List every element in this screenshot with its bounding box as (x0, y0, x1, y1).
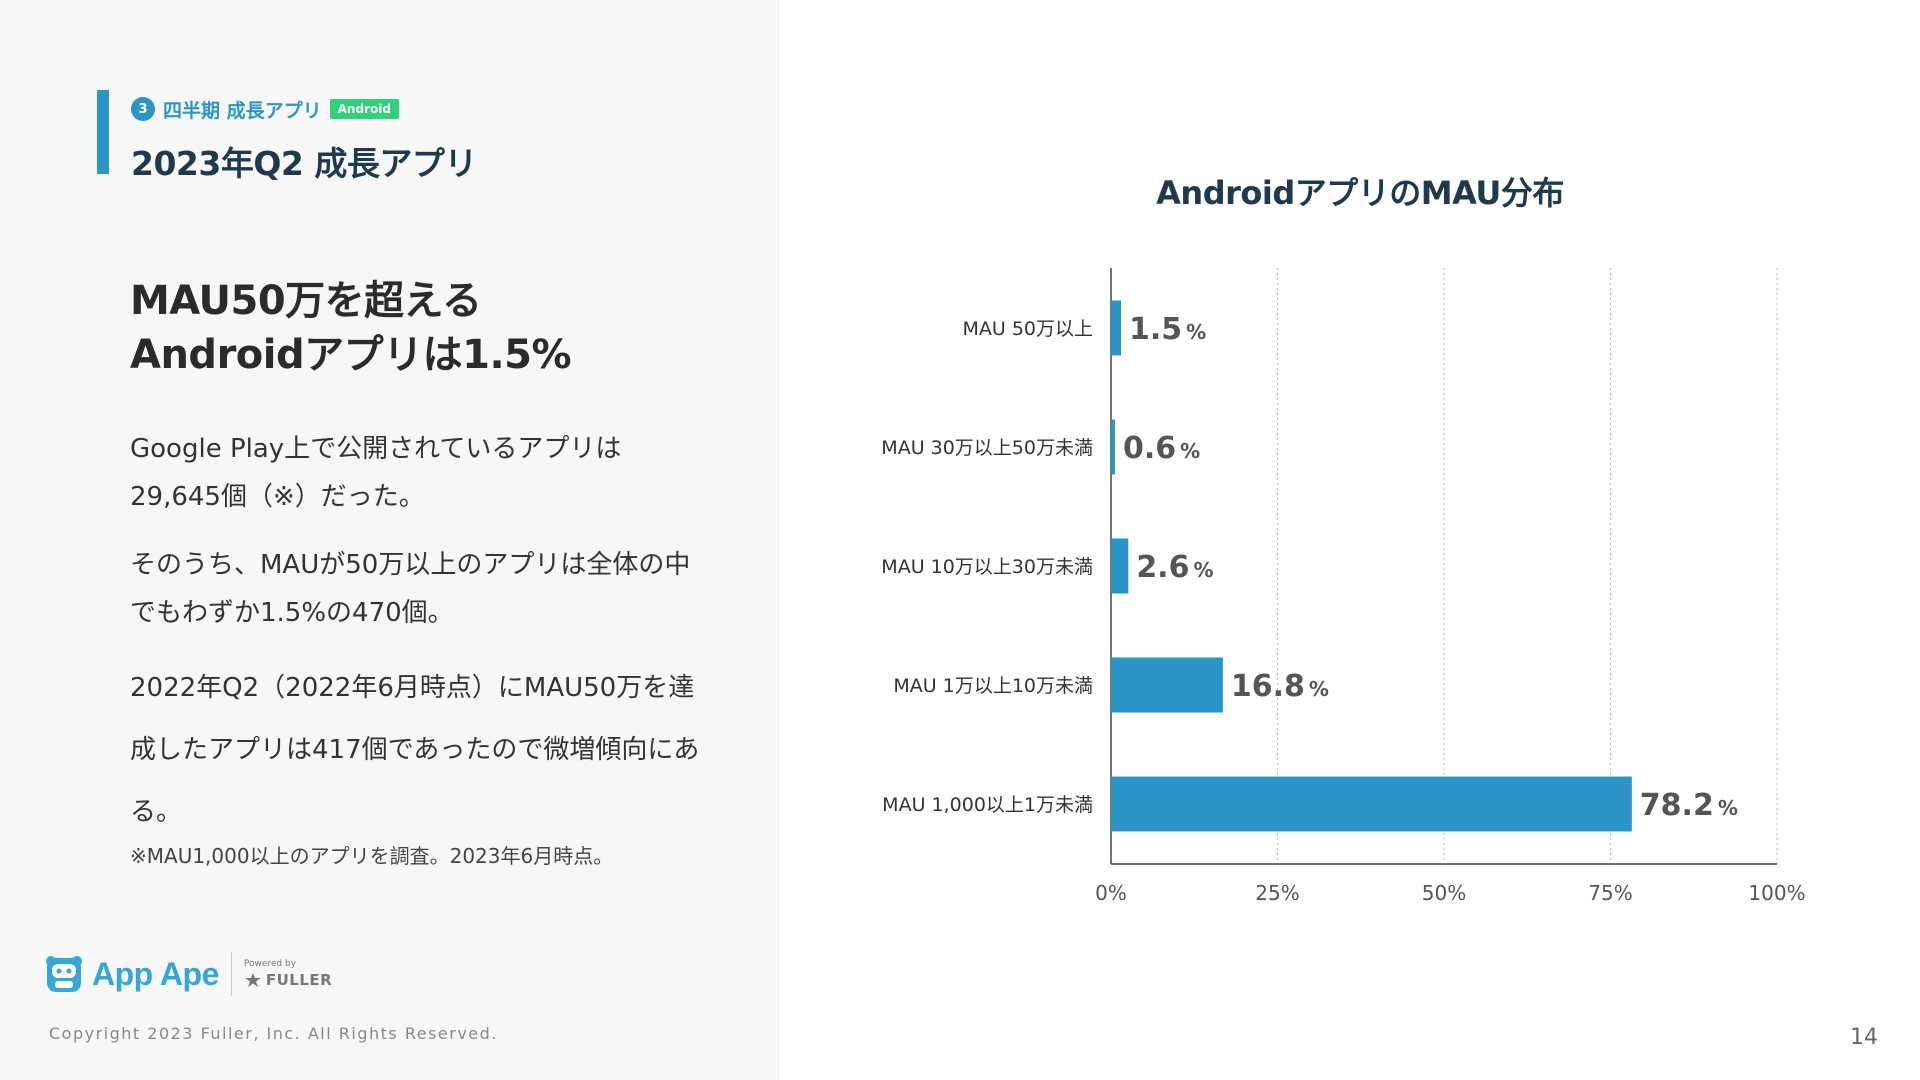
value-label-0: 1.5% (1129, 312, 1206, 347)
paragraph-total-apps: Google Play上で公開されているアプリは29,645個（※）だった。 (130, 434, 622, 512)
fuller-logo: FULLER (244, 971, 332, 989)
brand-name: App Ape (92, 955, 219, 992)
footnote: ※MAU1,000以上のアプリを調査。2023年6月時点。 (130, 844, 614, 868)
bar-2 (1111, 538, 1129, 594)
section-label: 四半期 成長アプリ (163, 99, 322, 122)
platform-badge: Android (329, 99, 399, 119)
powered-by-label: Powered by (243, 959, 297, 969)
chart-title: AndroidアプリのMAU分布 (1156, 174, 1564, 212)
bar-0 (1111, 300, 1121, 356)
powered-by-block: Powered by FULLER (244, 959, 332, 989)
app-ape-logo: App Ape Powered by FULLER (44, 952, 332, 996)
x-tick-label-75: 75% (1588, 881, 1632, 905)
value-label-3: 16.8% (1231, 669, 1329, 704)
title-accent-bar (97, 90, 109, 174)
category-label-1: MAU 30万以上50万未満 (881, 437, 1093, 459)
value-unit-4: % (1718, 796, 1738, 820)
category-label-3: MAU 1万以上10万未満 (893, 675, 1093, 697)
value-unit-2: % (1193, 558, 1213, 582)
x-tick-label-100: 100% (1748, 881, 1805, 905)
value-label-2: 2.6% (1136, 550, 1213, 585)
value-label-4: 78.2% (1640, 788, 1738, 823)
x-tick-label-50: 50% (1422, 881, 1466, 905)
copyright: Copyright 2023 Fuller, Inc. All Rights R… (49, 1024, 498, 1043)
category-label-4: MAU 1,000以上1万未満 (882, 794, 1093, 816)
headline-line-1: MAU50万を超える (130, 278, 482, 324)
app-ape-logo-icon (46, 956, 82, 992)
headline-line-2: Androidアプリは1.5% (130, 332, 572, 378)
value-unit-0: % (1186, 320, 1206, 344)
page-title: 2023年Q2 成長アプリ (131, 144, 477, 183)
section-header: 3 四半期 成長アプリ Android (131, 95, 399, 123)
category-label-2: MAU 10万以上30万未満 (881, 556, 1093, 578)
page-number: 14 (1850, 1025, 1878, 1050)
bar-4 (1111, 776, 1632, 832)
value-unit-1: % (1180, 439, 1200, 463)
company-name: FULLER (265, 971, 333, 989)
bar-3 (1111, 657, 1223, 713)
paragraph-trend: 2022年Q2（2022年6月時点）にMAU50万を達成したアプリは417個であ… (130, 673, 700, 827)
section-number-badge: 3 (131, 97, 155, 121)
x-tick-label-0: 0% (1095, 881, 1127, 905)
left-panel (0, 0, 780, 1080)
fuller-icon (244, 973, 261, 987)
value-unit-3: % (1309, 677, 1329, 701)
category-label-0: MAU 50万以上 (962, 318, 1093, 340)
value-label-1: 0.6% (1123, 431, 1200, 466)
paragraph-mau-share: そのうち、MAUが50万以上のアプリは全体の中でもわずか1.5%の470個。 (130, 550, 691, 628)
logo-divider (230, 952, 232, 996)
bar-1 (1111, 419, 1115, 475)
headline: MAU50万を超える Androidアプリは1.5% (130, 274, 730, 382)
x-tick-label-25: 25% (1255, 881, 1299, 905)
